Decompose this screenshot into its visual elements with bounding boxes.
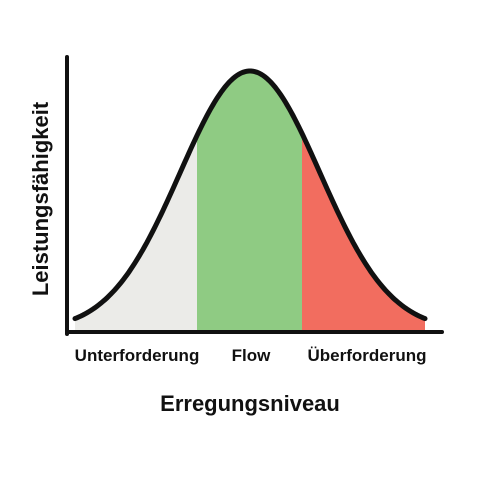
zone-flow-area xyxy=(197,71,302,330)
y-axis-label: Leistungsfähigkeit xyxy=(28,101,53,297)
zone-label-flow: Flow xyxy=(231,346,271,365)
zone-over-area xyxy=(302,71,425,330)
x-axis-label: Erregungsniveau xyxy=(160,391,340,416)
zone-label-over: Überforderung xyxy=(307,346,427,365)
zone-under-area xyxy=(75,71,197,330)
bell-curve xyxy=(72,68,428,322)
zone-label-under: Unterforderung xyxy=(74,346,200,365)
